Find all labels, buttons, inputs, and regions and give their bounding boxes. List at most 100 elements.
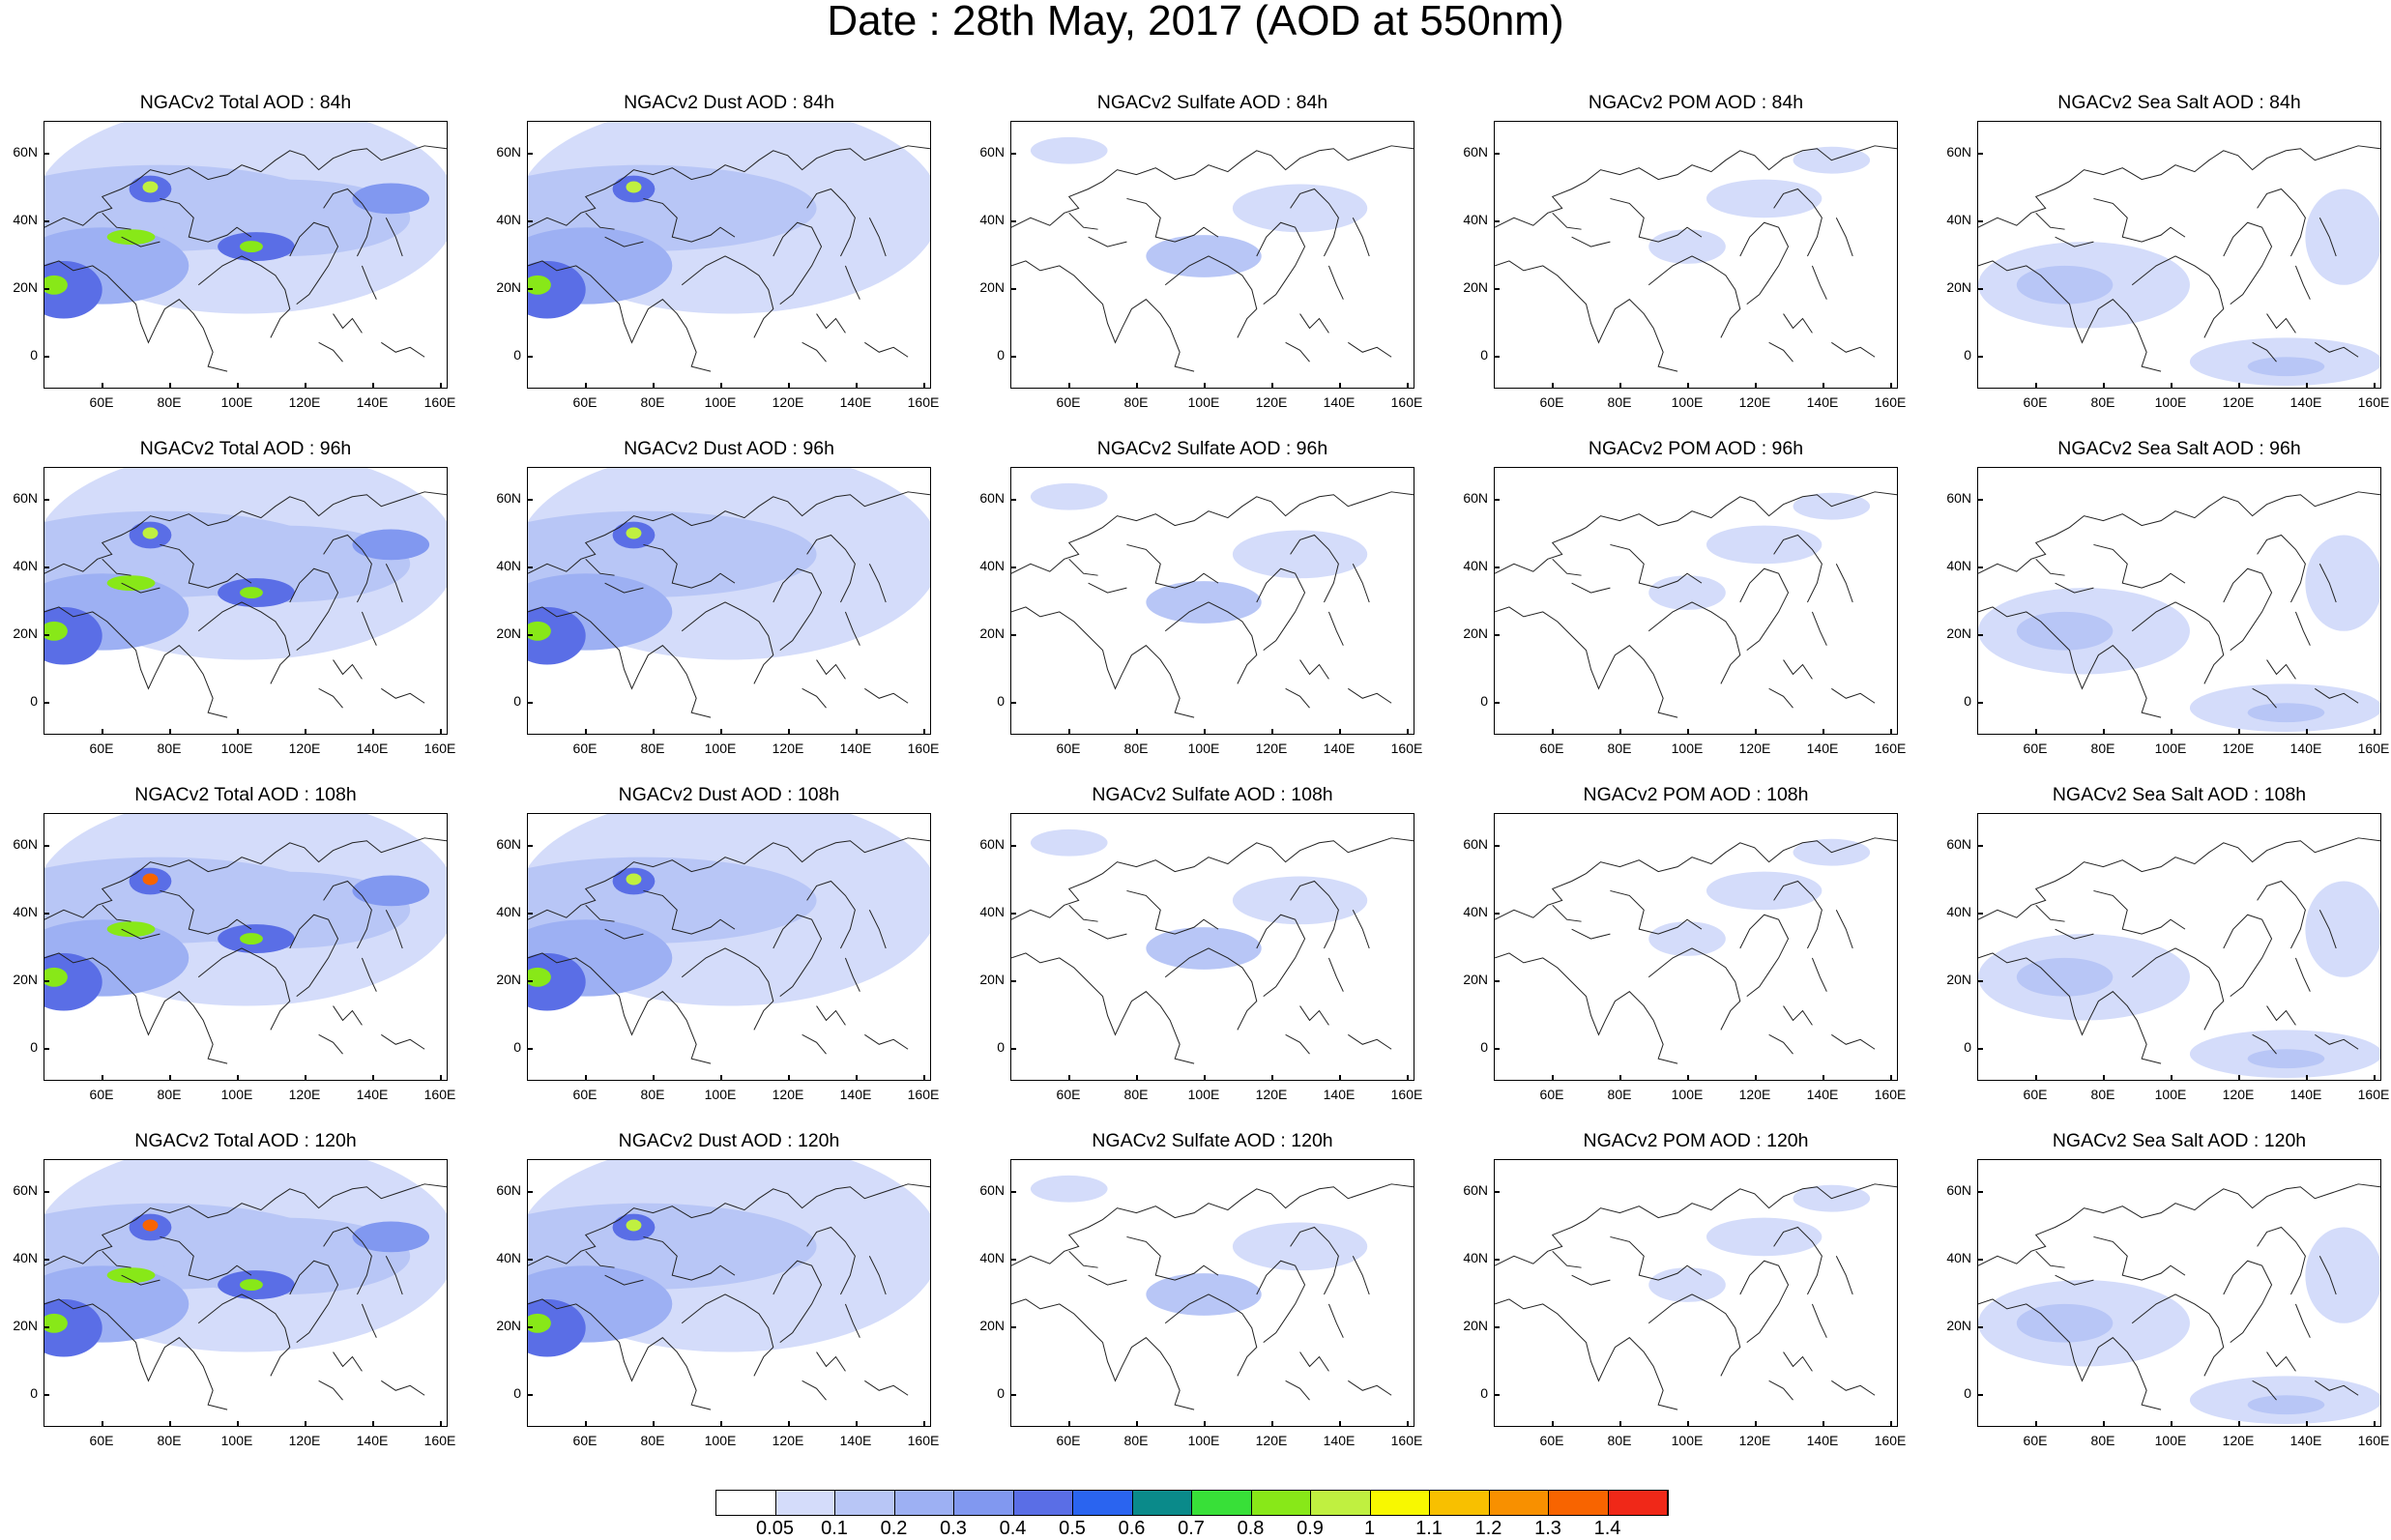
x-tick-label: 140E <box>1806 394 1839 410</box>
aod-region <box>44 1298 102 1357</box>
y-tick-mark <box>1010 1191 1016 1193</box>
coastline <box>528 837 930 1064</box>
aod-region <box>44 952 102 1011</box>
x-tick-label: 100E <box>1671 394 1704 410</box>
panel-title: NGACv2 POM AOD : 120h <box>1583 1130 1809 1151</box>
x-tick-label: 80E <box>1607 394 1632 410</box>
aod-region <box>2016 1303 2114 1343</box>
y-tick-mark <box>44 634 49 636</box>
y-tick-label: 60N <box>979 144 1005 160</box>
x-tick-mark <box>2035 729 2037 735</box>
colorbar-label: 0.5 <box>1059 1518 1086 1539</box>
y-tick-mark <box>1494 702 1500 704</box>
x-tick-mark <box>2103 1075 2105 1081</box>
aod-field <box>1495 1183 1897 1410</box>
x-tick-label: 60E <box>89 394 114 410</box>
x-tick-label: 160E <box>1390 1087 1423 1102</box>
x-tick-label: 100E <box>1187 1087 1220 1102</box>
y-tick-label: 60N <box>1463 836 1488 852</box>
panel-title: NGACv2 Total AOD : 120h <box>134 1130 357 1151</box>
map-panel <box>1010 467 1414 735</box>
x-tick-label: 140E <box>839 1433 872 1448</box>
panel-title: NGACv2 Sea Salt AOD : 120h <box>2052 1130 2307 1151</box>
aod-region <box>528 952 586 1011</box>
x-tick-mark <box>720 1075 722 1081</box>
x-tick-mark <box>1068 383 1070 389</box>
x-tick-mark <box>923 729 925 735</box>
coastline <box>1011 1183 1414 1410</box>
y-tick-mark <box>1010 1326 1016 1328</box>
y-tick-mark <box>527 1191 533 1193</box>
panel-title: NGACv2 Sulfate AOD : 120h <box>1092 1130 1333 1151</box>
x-tick-mark <box>1552 1421 1554 1427</box>
x-tick-label: 160E <box>1874 1433 1907 1448</box>
aod-region <box>626 873 642 886</box>
colorbar-swatch <box>894 1491 954 1515</box>
x-tick-mark <box>2374 729 2376 735</box>
x-tick-label: 60E <box>1056 1433 1081 1448</box>
y-tick-label: 20N <box>496 972 521 987</box>
y-tick-label: 60N <box>1463 1182 1488 1198</box>
x-tick-label: 140E <box>356 394 389 410</box>
coastline <box>1495 1183 1897 1410</box>
x-tick-mark <box>856 1421 858 1427</box>
aod-region <box>1232 530 1368 579</box>
x-tick-mark <box>788 1075 790 1081</box>
x-tick-label: 60E <box>2023 394 2048 410</box>
aod-field <box>528 122 930 372</box>
x-tick-label: 120E <box>2222 394 2255 410</box>
colorbar-swatch <box>1073 1491 1133 1515</box>
y-tick-mark <box>44 1394 49 1396</box>
x-tick-mark <box>2171 729 2172 735</box>
x-tick-label: 120E <box>772 741 804 756</box>
aod-region <box>2016 957 2114 997</box>
x-tick-mark <box>2374 383 2376 389</box>
aod-region <box>240 241 263 253</box>
map-panel <box>44 1159 448 1427</box>
coastline <box>44 837 447 1064</box>
x-tick-label: 60E <box>2023 741 2048 756</box>
y-tick-mark <box>1010 913 1016 915</box>
map-panel <box>1494 121 1898 389</box>
x-tick-mark <box>1822 1075 1824 1081</box>
figure-title: Date : 28th May, 2017 (AOD at 550nm) <box>827 0 1564 44</box>
y-tick-label: 60N <box>496 144 521 160</box>
aod-region <box>142 181 159 193</box>
aod-region <box>528 606 586 665</box>
aod-region <box>626 1219 642 1232</box>
x-tick-mark <box>169 383 171 389</box>
x-tick-label: 140E <box>839 394 872 410</box>
x-tick-mark <box>1271 729 1273 735</box>
aod-field <box>1978 491 2380 733</box>
x-tick-mark <box>305 1421 306 1427</box>
y-tick-label: 40N <box>13 212 38 227</box>
colorbar-swatch <box>1251 1491 1311 1515</box>
x-tick-mark <box>1619 1421 1621 1427</box>
x-tick-label: 100E <box>220 741 253 756</box>
panel-title: NGACv2 POM AOD : 84h <box>1588 92 1804 113</box>
y-tick-mark <box>1010 845 1016 847</box>
y-tick-label: 40N <box>1946 904 1971 919</box>
y-tick-mark <box>44 153 49 155</box>
y-tick-label: 20N <box>1946 279 1971 295</box>
x-tick-label: 60E <box>572 1433 598 1448</box>
x-tick-label: 140E <box>356 1433 389 1448</box>
x-tick-mark <box>1136 383 1138 389</box>
colorbar-swatch <box>835 1491 895 1515</box>
aod-field <box>528 1160 930 1410</box>
x-tick-label: 100E <box>704 1087 737 1102</box>
y-tick-mark <box>1494 567 1500 568</box>
aod-field <box>1011 136 1414 372</box>
y-tick-mark <box>44 356 49 358</box>
x-tick-mark <box>237 729 239 735</box>
x-tick-label: 100E <box>2154 1087 2187 1102</box>
x-tick-label: 120E <box>1738 1433 1771 1448</box>
map-panel <box>1977 467 2381 735</box>
y-tick-mark <box>527 1259 533 1261</box>
x-tick-label: 100E <box>220 1087 253 1102</box>
panel-title: NGACv2 POM AOD : 96h <box>1588 438 1804 459</box>
y-tick-mark <box>527 356 533 358</box>
x-tick-mark <box>1890 383 1892 389</box>
aod-region <box>2016 265 2114 305</box>
x-tick-label: 120E <box>772 1433 804 1448</box>
